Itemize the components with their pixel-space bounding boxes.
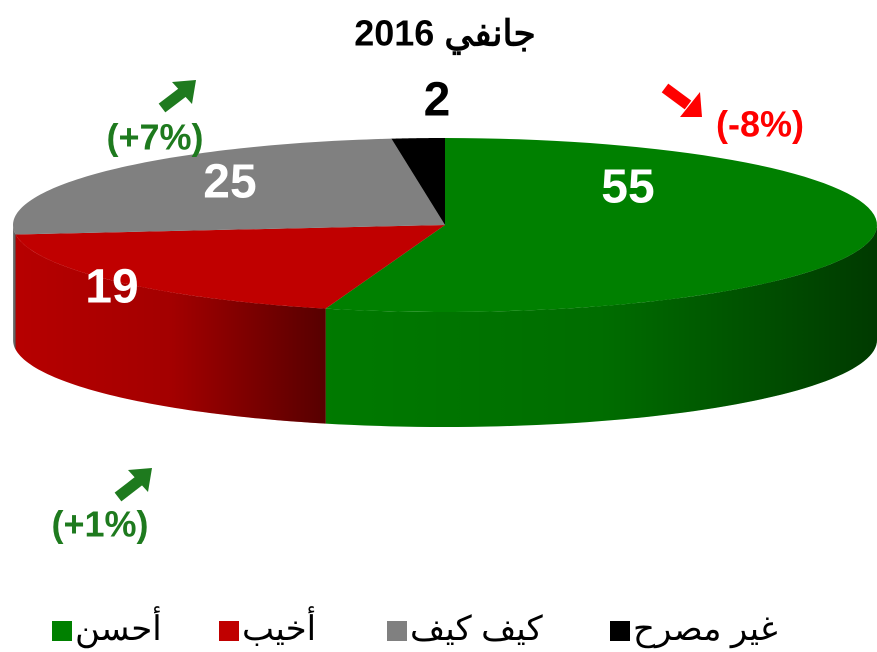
pie-slice bbox=[13, 138, 445, 235]
legend-swatch bbox=[52, 621, 72, 641]
value-label: 19 bbox=[85, 261, 138, 314]
legend-swatch bbox=[387, 621, 407, 641]
pie bbox=[13, 138, 877, 427]
arrow-down bbox=[661, 83, 702, 117]
legend-label: غير مصرح bbox=[633, 610, 778, 649]
legend-swatch bbox=[610, 621, 630, 641]
pie-slice bbox=[391, 138, 445, 225]
pie-slice bbox=[15, 225, 445, 309]
annotation: (-8%) bbox=[716, 104, 804, 145]
legend-label: أحسن bbox=[75, 606, 162, 649]
annotation: (+7%) bbox=[106, 117, 203, 158]
pie-side-shade bbox=[13, 225, 16, 350]
legend-swatch bbox=[219, 621, 239, 641]
chart-title: جانفي 2016 bbox=[354, 13, 536, 56]
pie-slice bbox=[325, 138, 877, 312]
annotation: (+1%) bbox=[51, 504, 148, 545]
value-label: 55 bbox=[601, 161, 654, 214]
legend: أحسن أخيب كيف كيف غير مصرح bbox=[52, 606, 778, 649]
pie-side-shade bbox=[15, 234, 326, 424]
arrow-up bbox=[114, 468, 152, 502]
legend-label: كيف كيف bbox=[410, 610, 544, 648]
value-label: 2 bbox=[424, 74, 451, 127]
legend-label: أخيب bbox=[242, 606, 316, 648]
pie-side-shade bbox=[325, 225, 877, 427]
value-label: 25 bbox=[203, 156, 256, 209]
arrow-up bbox=[158, 80, 196, 113]
